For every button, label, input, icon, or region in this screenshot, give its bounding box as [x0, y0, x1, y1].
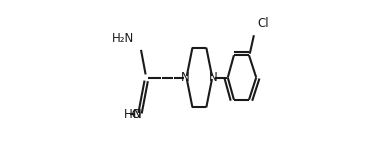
- Text: N: N: [133, 108, 142, 121]
- Text: Cl: Cl: [258, 17, 269, 30]
- Text: H₂N: H₂N: [112, 32, 134, 45]
- Text: N: N: [181, 71, 190, 84]
- Text: N: N: [209, 71, 218, 84]
- Text: HO: HO: [124, 108, 142, 121]
